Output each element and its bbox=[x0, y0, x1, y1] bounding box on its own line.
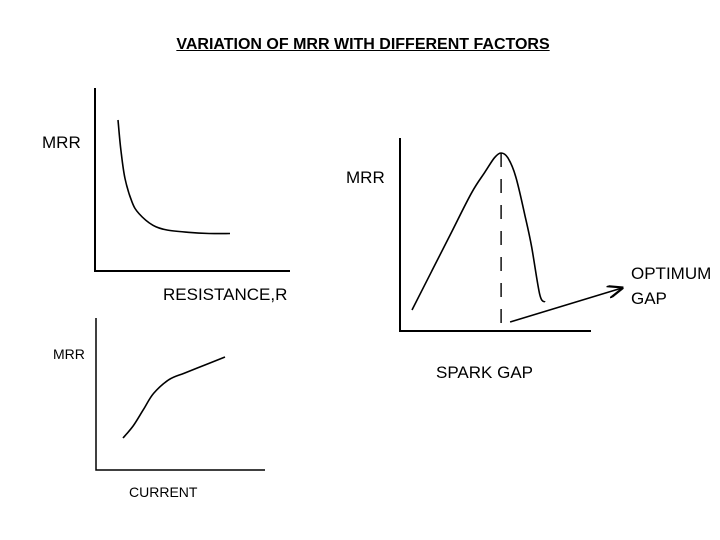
chart-resistance-axes bbox=[94, 88, 290, 272]
chart-current: MRR CURRENT bbox=[53, 318, 265, 500]
chart-spark-gap-curve bbox=[411, 152, 546, 311]
page-title: VARIATION OF MRR WITH DIFFERENT FACTORS bbox=[176, 36, 550, 53]
chart-resistance-ylabel: MRR bbox=[42, 133, 81, 152]
chart-spark-gap: MRR SPARK GAP OPTIMUM GAP bbox=[346, 138, 711, 382]
optimum-gap-arrow bbox=[509, 288, 622, 323]
chart-current-xlabel: CURRENT bbox=[129, 484, 198, 500]
chart-current-curve bbox=[122, 356, 226, 439]
chart-resistance: MRR RESISTANCE,R bbox=[42, 88, 290, 304]
optimum-gap-label-line2: GAP bbox=[631, 289, 667, 308]
optimum-gap-label-line1: OPTIMUM bbox=[631, 264, 711, 283]
chart-resistance-xlabel: RESISTANCE,R bbox=[163, 285, 287, 304]
chart-resistance-curve bbox=[117, 119, 231, 235]
chart-spark-gap-axes bbox=[399, 138, 591, 332]
chart-current-ylabel: MRR bbox=[53, 346, 85, 362]
chart-spark-gap-xlabel: SPARK GAP bbox=[436, 363, 533, 382]
chart-current-axes bbox=[95, 318, 265, 471]
chart-spark-gap-ylabel: MRR bbox=[346, 168, 385, 187]
